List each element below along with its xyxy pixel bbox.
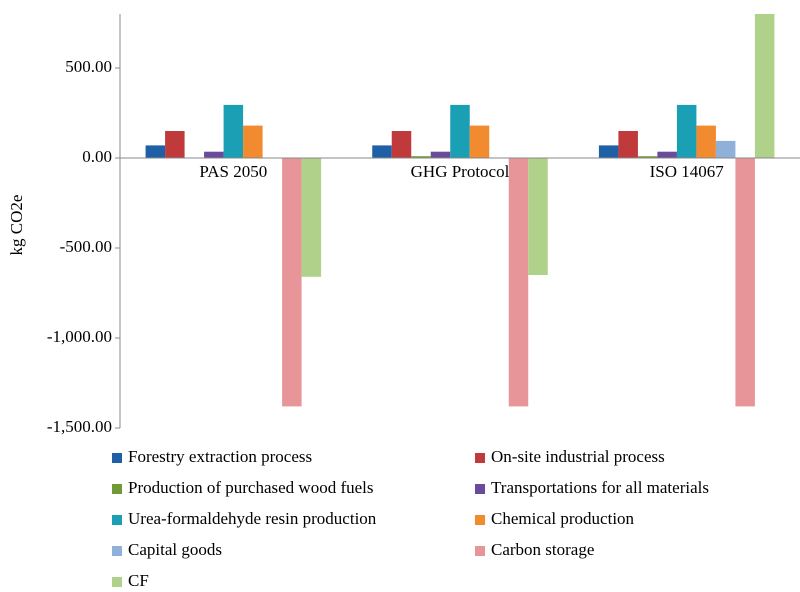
bar: [676, 104, 697, 158]
x-tick-label: ISO 14067: [650, 162, 725, 181]
legend-swatch: [475, 453, 485, 463]
legend-swatch: [112, 484, 122, 494]
bar: [430, 151, 451, 158]
legend-swatch: [475, 484, 485, 494]
y-tick-label: -500.00: [60, 237, 112, 256]
bar: [508, 158, 529, 407]
legend-label: CF: [128, 571, 149, 590]
bar: [735, 158, 755, 407]
legend-label: Transportations for all materials: [491, 478, 709, 497]
bar: [528, 158, 548, 275]
legend-swatch: [475, 546, 485, 556]
legend-swatch: [112, 546, 122, 556]
legend-label: Urea-formaldehyde resin production: [128, 509, 377, 528]
y-tick-label: -1,500.00: [47, 417, 112, 436]
legend-label: Capital goods: [128, 540, 222, 559]
bar: [243, 125, 263, 158]
legend-swatch: [475, 515, 485, 525]
bar: [204, 151, 224, 158]
legend-label: Production of purchased wood fuels: [128, 478, 374, 497]
bar: [165, 131, 185, 158]
bar: [657, 151, 677, 158]
x-tick-label: PAS 2050: [199, 162, 267, 181]
y-axis-title: kg CO2e: [7, 195, 26, 256]
bar: [715, 140, 736, 158]
bar: [145, 145, 166, 158]
bar: [391, 131, 412, 158]
legend-swatch: [112, 577, 122, 587]
y-tick-label: 500.00: [65, 57, 112, 76]
legend-swatch: [112, 515, 122, 525]
legend-label: Chemical production: [491, 509, 635, 528]
legend-swatch: [112, 453, 122, 463]
bar: [223, 104, 244, 158]
bar: [637, 156, 658, 158]
legend-label: On-site industrial process: [491, 447, 665, 466]
y-tick-label: 0.00: [82, 147, 112, 166]
legend-label: Forestry extraction process: [128, 447, 312, 466]
x-tick-label: GHG Protocol: [411, 162, 510, 181]
bar: [301, 158, 322, 277]
bar: [411, 156, 431, 158]
bar: [282, 158, 302, 407]
y-tick-label: -1,000.00: [47, 327, 112, 346]
bar: [450, 104, 470, 158]
bar: [618, 131, 638, 158]
bar: [696, 125, 716, 158]
bar: [754, 14, 775, 158]
bar: [469, 125, 490, 158]
bar: [372, 145, 392, 158]
bar: [598, 145, 619, 158]
legend-label: Carbon storage: [491, 540, 594, 559]
